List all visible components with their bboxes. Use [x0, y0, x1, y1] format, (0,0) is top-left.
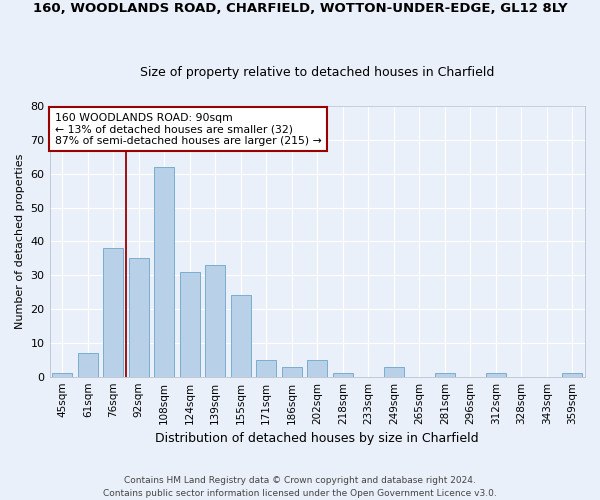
Bar: [77, 353, 98, 376]
Bar: [434, 374, 455, 376]
Bar: [383, 366, 404, 376]
Bar: [485, 374, 506, 376]
Bar: [103, 248, 124, 376]
Bar: [205, 265, 226, 376]
Text: 160, WOODLANDS ROAD, CHARFIELD, WOTTON-UNDER-EDGE, GL12 8LY: 160, WOODLANDS ROAD, CHARFIELD, WOTTON-U…: [32, 2, 568, 16]
Title: Size of property relative to detached houses in Charfield: Size of property relative to detached ho…: [140, 66, 494, 78]
Text: 160 WOODLANDS ROAD: 90sqm
← 13% of detached houses are smaller (32)
87% of semi-: 160 WOODLANDS ROAD: 90sqm ← 13% of detac…: [55, 113, 322, 146]
Bar: [307, 360, 328, 376]
Y-axis label: Number of detached properties: Number of detached properties: [15, 154, 25, 329]
Bar: [154, 167, 175, 376]
Bar: [562, 374, 583, 376]
Bar: [52, 374, 73, 376]
Bar: [179, 272, 200, 376]
Bar: [128, 258, 149, 376]
Bar: [332, 374, 353, 376]
X-axis label: Distribution of detached houses by size in Charfield: Distribution of detached houses by size …: [155, 432, 479, 445]
Bar: [230, 296, 251, 376]
Bar: [256, 360, 277, 376]
Bar: [281, 366, 302, 376]
Text: Contains HM Land Registry data © Crown copyright and database right 2024.
Contai: Contains HM Land Registry data © Crown c…: [103, 476, 497, 498]
